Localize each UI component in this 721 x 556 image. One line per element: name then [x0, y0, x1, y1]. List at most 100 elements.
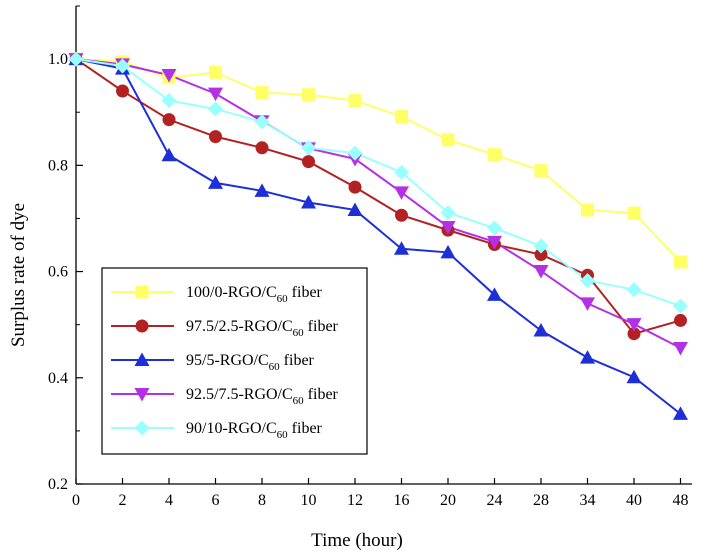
data-point: [487, 287, 502, 301]
legend-label-0: 100/0-RGO/C60 fiber: [186, 284, 323, 305]
chart-axes: 0.20.40.60.81.00 2 4 6 8 10 12 16 20 24 28 34 40 48: [48, 5, 692, 509]
data-point: [534, 248, 548, 262]
legend-label-1: 97.5/2.5-RGO/C60 fiber: [186, 318, 339, 339]
data-point: [627, 327, 641, 341]
data-point: [440, 205, 456, 221]
data-point: [394, 186, 409, 200]
x-tick-label: 10: [301, 492, 317, 509]
legend-label-main: 95/5-RGO/C: [186, 352, 269, 369]
data-point: [673, 342, 688, 356]
legend-marker-4: [134, 420, 150, 436]
x-tick-label: 48: [673, 492, 689, 509]
data-point: [255, 86, 269, 100]
data-point: [626, 318, 642, 332]
data-point: [347, 145, 363, 161]
x-tick-label: 28: [533, 492, 549, 509]
legend-label-tail: fiber: [288, 420, 323, 437]
data-point: [301, 140, 316, 156]
y-tick-label: 0.4: [48, 370, 68, 387]
data-point: [581, 203, 594, 217]
data-point: [394, 164, 409, 180]
data-point: [673, 298, 688, 314]
x-tick-label: 16: [394, 492, 410, 509]
data-point: [440, 220, 456, 235]
data-point: [533, 238, 549, 254]
x-tick-label: 0: [72, 492, 80, 509]
series-lines: [75, 58, 682, 415]
series-line-3: [75, 58, 681, 349]
data-point: [533, 323, 549, 337]
data-point: [626, 369, 642, 384]
legend-label-2: 95/5-RGO/C60 fiber: [186, 352, 315, 373]
series-line-1: [75, 58, 681, 335]
x-tick-label: 6: [212, 492, 220, 509]
data-point: [487, 235, 502, 250]
legend-label-main: 90/10-RGO/C: [186, 420, 277, 437]
data-point: [255, 141, 269, 155]
legend-label-tail: fiber: [280, 352, 315, 369]
data-point: [209, 130, 222, 144]
data-point: [116, 84, 129, 98]
legend-label-subscript: 60: [277, 293, 289, 305]
data-point: [580, 273, 595, 289]
x-axis-title: Time (hour): [311, 530, 403, 551]
x-tick-label: 12: [347, 492, 363, 509]
data-point: [533, 265, 549, 279]
data-point: [302, 155, 315, 169]
legend-label-tail: fiber: [304, 386, 339, 403]
y-tick-label: 0.2: [48, 476, 68, 493]
data-point: [161, 69, 177, 83]
legend-label-subscript: 60: [277, 429, 289, 441]
data-point: [208, 101, 223, 117]
y-tick-label: 1.0: [48, 51, 68, 68]
data-point: [394, 241, 409, 255]
data-point: [302, 88, 315, 102]
legend-label-4: 90/10-RGO/C60 fiber: [186, 420, 323, 441]
x-tick-label: 8: [258, 492, 266, 509]
legend-label-subscript: 60: [293, 327, 305, 339]
data-point: [115, 58, 130, 74]
data-point: [209, 65, 222, 79]
legend-label-main: 100/0-RGO/C: [186, 284, 277, 301]
data-point: [673, 406, 688, 420]
legend-label-tail: fiber: [304, 318, 339, 335]
data-point: [208, 87, 223, 102]
y-tick-label: 0.8: [48, 157, 68, 174]
data-point: [627, 206, 641, 220]
data-point: [488, 148, 501, 162]
x-tick-label: 40: [626, 492, 642, 509]
data-point: [161, 147, 177, 162]
data-point: [395, 109, 408, 123]
series-line-4: [75, 58, 681, 308]
legend-marker-3: [134, 388, 150, 402]
data-point: [208, 175, 223, 189]
legend-label-main: 97.5/2.5-RGO/C: [186, 318, 293, 335]
data-point: [254, 183, 270, 197]
data-point: [580, 297, 595, 311]
legend-label-main: 92.5/7.5-RGO/C: [186, 386, 293, 403]
data-point: [674, 313, 687, 327]
data-point: [348, 94, 362, 108]
data-point: [580, 350, 595, 364]
data-point: [348, 180, 362, 194]
data-point: [440, 244, 456, 259]
data-point: [487, 220, 502, 236]
data-point: [441, 133, 455, 147]
data-point: [161, 93, 177, 109]
legend-marker-0: [135, 285, 149, 299]
x-tick-label: 24: [487, 492, 503, 509]
x-tick-label: 2: [119, 492, 127, 509]
x-tick-label: 34: [580, 492, 596, 509]
data-point: [626, 282, 642, 298]
data-point: [534, 164, 548, 178]
data-point: [162, 113, 176, 127]
legend-label-subscript: 60: [293, 395, 305, 407]
data-point: [68, 51, 84, 67]
legend-marker-2: [134, 352, 150, 366]
legend-label-3: 92.5/7.5-RGO/C60 fiber: [186, 386, 339, 407]
data-point: [395, 208, 408, 222]
x-tick-label: 20: [440, 492, 456, 509]
y-axis-title: Surplus rate of dye: [8, 203, 29, 347]
